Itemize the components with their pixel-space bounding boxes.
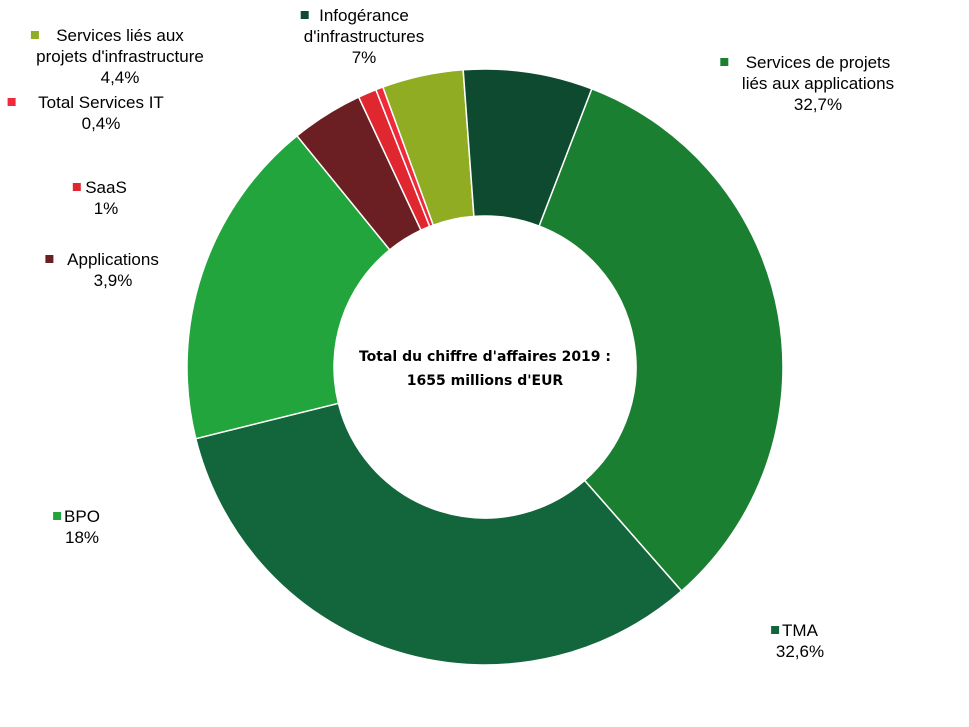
legend-marker-2 bbox=[53, 512, 62, 520]
slice-name-label-6: projets d'infrastructure bbox=[36, 47, 204, 66]
slice-value-label-6: 4,4% bbox=[101, 68, 140, 87]
legend-marker-1 bbox=[771, 626, 780, 634]
slice-value-label-0: 32,7% bbox=[794, 95, 842, 114]
slice-value-label-3: 3,9% bbox=[94, 271, 133, 290]
slice-name-label-3: Applications bbox=[67, 250, 159, 269]
slice-name-label-6: Services liés aux bbox=[56, 26, 184, 45]
slice-name-label-7: d'infrastructures bbox=[304, 27, 424, 46]
slice-value-label-4: 1% bbox=[94, 199, 119, 218]
slice-name-label-0: Services de projets bbox=[746, 53, 891, 72]
slice-name-label-5: Total Services IT bbox=[38, 93, 164, 112]
slice-name-label-7: Infogérance bbox=[319, 6, 409, 25]
center-total: 1655 millions d'EUR bbox=[407, 373, 564, 389]
slice-name-label-1: TMA bbox=[782, 621, 819, 640]
slice-name-label-0: liés aux applications bbox=[742, 74, 894, 93]
slices bbox=[186, 68, 784, 666]
legend-marker-4 bbox=[72, 183, 81, 191]
slice-value-label-2: 18% bbox=[65, 528, 99, 547]
slice-7 bbox=[462, 68, 593, 227]
slice-2 bbox=[186, 134, 391, 440]
slice-name-label-4: SaaS bbox=[85, 178, 127, 197]
legend-marker-7 bbox=[300, 11, 309, 19]
slice-labels: Services de projets liés aux applications… bbox=[7, 6, 894, 661]
legend-marker-3 bbox=[45, 255, 54, 263]
slice-value-label-5: 0,4% bbox=[82, 114, 121, 133]
legend-marker-5 bbox=[7, 98, 16, 106]
slice-0 bbox=[538, 87, 784, 593]
slice-1 bbox=[194, 402, 683, 666]
legend-marker-0 bbox=[720, 58, 729, 66]
slice-value-label-1: 32,6% bbox=[776, 642, 824, 661]
center-title: Total du chiffre d'affaires 2019 : bbox=[359, 349, 611, 365]
legend-marker-6 bbox=[30, 31, 39, 39]
slice-name-label-2: BPO bbox=[64, 507, 100, 526]
slice-value-label-7: 7% bbox=[352, 48, 377, 67]
